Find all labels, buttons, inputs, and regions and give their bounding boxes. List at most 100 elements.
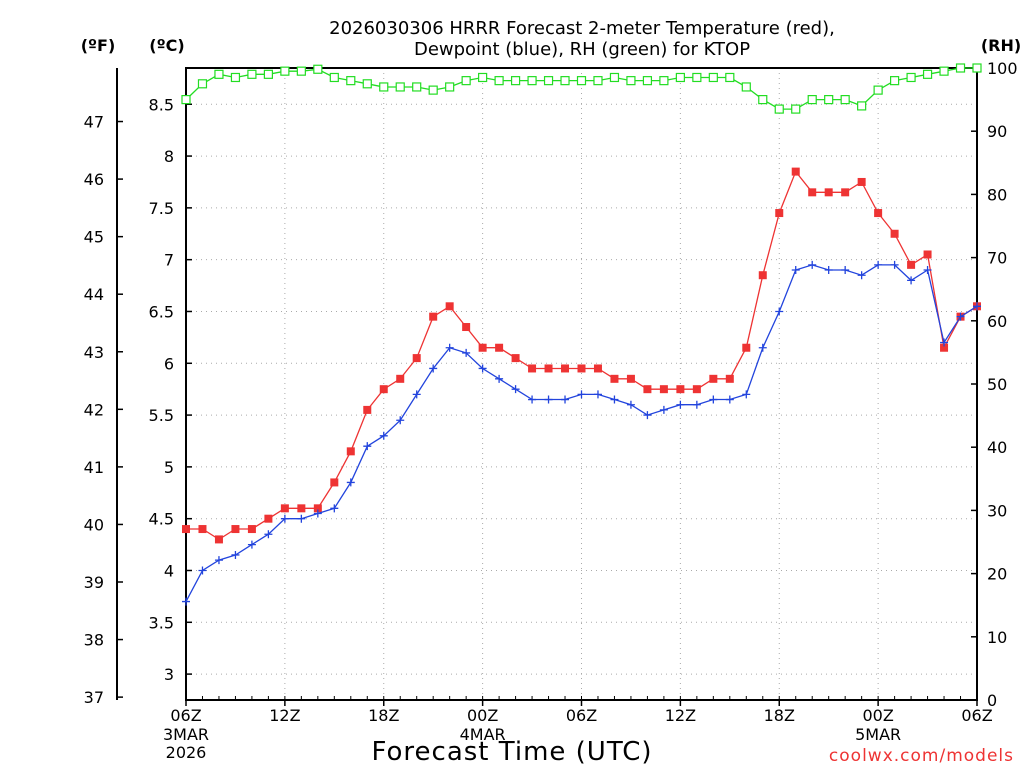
- dewpoint-point: [495, 374, 504, 383]
- x-axis-title: Forecast Time (UTC): [371, 737, 652, 767]
- dewpoint-point: [313, 509, 322, 518]
- dewpoint-point: [511, 385, 520, 394]
- date-label: 3MAR: [163, 725, 209, 744]
- rh-point: [428, 85, 438, 95]
- x-tick-label: 18Z: [764, 706, 795, 725]
- rh-point: [197, 79, 208, 89]
- rh-point: [774, 104, 784, 114]
- rh-point: [857, 101, 867, 111]
- dewpoint-point: [758, 343, 767, 352]
- rh-point: [362, 79, 372, 89]
- rh-tick-label: 30: [987, 501, 1007, 520]
- temperature-point: [396, 374, 405, 383]
- dewpoint-point: [676, 400, 685, 409]
- rh-tick-label: 90: [987, 122, 1007, 141]
- dewpoint-point: [198, 566, 207, 575]
- temperature-point: [297, 504, 306, 513]
- dewpoint-point: [610, 395, 619, 404]
- temperature-point: [758, 271, 767, 280]
- dewpoint-point: [907, 276, 916, 285]
- temperature-point: [445, 302, 454, 311]
- rh-point: [445, 82, 455, 92]
- dewpoint-point: [791, 266, 800, 275]
- celsius-tick-label: 3: [164, 665, 174, 684]
- fahrenheit-tick-label: 37: [84, 688, 104, 707]
- rh-point: [626, 76, 636, 86]
- temperature-point: [412, 354, 421, 363]
- rh-point: [725, 72, 735, 83]
- x-tick-label: 18Z: [368, 706, 399, 725]
- celsius-tick-label: 5.5: [149, 406, 174, 425]
- dewpoint-point: [857, 271, 866, 280]
- temperature-point: [659, 385, 668, 394]
- temperature-point: [247, 525, 256, 534]
- dewpoint-point: [247, 540, 256, 549]
- rh-unit-label: (RH): [981, 36, 1021, 55]
- rh-point: [708, 72, 718, 83]
- rh-tick-label: 100: [987, 59, 1018, 78]
- temperature-point: [511, 354, 520, 363]
- rh-point: [955, 63, 966, 73]
- celsius-tick-label: 3.5: [149, 613, 174, 632]
- dewpoint-point: [659, 405, 668, 414]
- x-tick-label: 06Z: [566, 706, 597, 725]
- dewpoint-point: [808, 260, 817, 269]
- temperature-point: [198, 525, 207, 534]
- temperature-point: [363, 405, 372, 414]
- dewpoint-point: [280, 514, 289, 523]
- celsius-unit-label: (ºC): [149, 36, 184, 55]
- x-tick-label: 12Z: [665, 706, 696, 725]
- rh-point: [890, 76, 900, 86]
- fahrenheit-tick-label: 45: [84, 228, 104, 247]
- rh-tick-label: 70: [987, 249, 1007, 268]
- temperature-point: [478, 343, 487, 352]
- temperature-point: [379, 385, 388, 394]
- rh-tick-label: 0: [987, 691, 997, 710]
- dewpoint-point: [742, 390, 751, 399]
- dewpoint-point: [973, 302, 981, 311]
- dewpoint-point: [462, 348, 471, 357]
- dewpoint-point: [330, 504, 339, 513]
- rh-point: [280, 66, 290, 76]
- temperature-point: [742, 343, 751, 352]
- fahrenheit-tick-label: 43: [84, 343, 104, 362]
- rh-point: [741, 82, 751, 92]
- fahrenheit-tick-label: 41: [84, 458, 104, 477]
- dewpoint-point: [297, 514, 306, 523]
- temperature-point: [462, 323, 471, 332]
- rh-point: [313, 64, 323, 74]
- dewpoint-point: [264, 530, 273, 539]
- temperature-point: [231, 525, 240, 534]
- temperature-point: [791, 167, 800, 176]
- temperature-point: [561, 364, 570, 373]
- celsius-tick-label: 8.5: [149, 95, 174, 114]
- temperature-point: [264, 514, 273, 523]
- rh-tick-label: 80: [987, 185, 1007, 204]
- dewpoint-point: [775, 307, 784, 316]
- rh-point: [659, 76, 669, 86]
- x-tick-label: 06Z: [961, 706, 992, 725]
- dewpoint-point: [874, 260, 883, 269]
- dewpoint-point: [445, 343, 454, 352]
- rh-point: [346, 76, 356, 86]
- rh-point: [906, 72, 916, 83]
- dewpoint-point: [346, 478, 355, 487]
- dewpoint-point: [824, 266, 833, 275]
- rh-point: [758, 94, 768, 105]
- rh-point: [840, 94, 850, 105]
- dewpoint-point: [363, 442, 372, 451]
- temperature-point: [907, 260, 916, 269]
- dewpoint-point: [956, 312, 965, 321]
- temperature-point: [923, 250, 932, 259]
- rh-point: [247, 69, 257, 79]
- axes: [116, 67, 978, 706]
- rh-point: [527, 76, 537, 86]
- dewpoint-point: [412, 390, 421, 399]
- x-tick-label: 06Z: [170, 706, 201, 725]
- temperature-point: [593, 364, 602, 373]
- rh-point: [560, 76, 570, 86]
- fahrenheit-tick-label: 38: [84, 631, 104, 650]
- dewpoint-point: [841, 266, 850, 275]
- rh-tick-label: 60: [987, 312, 1007, 331]
